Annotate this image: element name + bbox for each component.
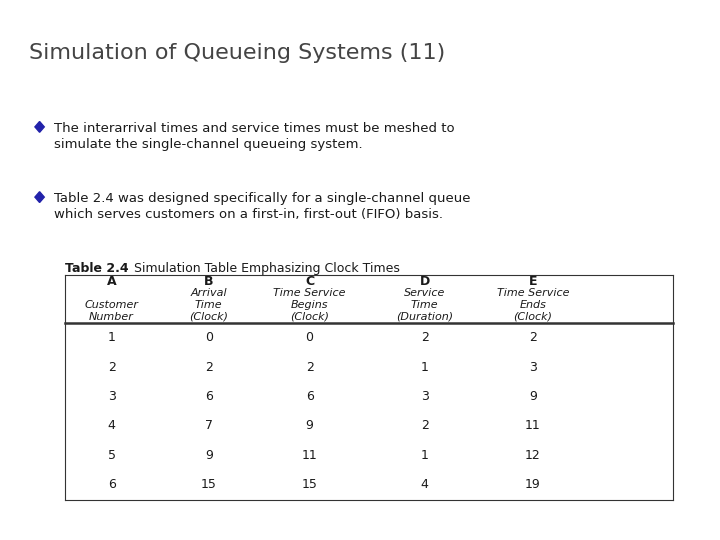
Text: 15: 15 xyxy=(302,478,318,491)
Text: 6: 6 xyxy=(306,390,313,403)
Text: 2: 2 xyxy=(421,420,428,433)
Text: simulate the single-channel queueing system.: simulate the single-channel queueing sys… xyxy=(54,138,363,151)
Text: Table 2.4 was designed specifically for a single-channel queue: Table 2.4 was designed specifically for … xyxy=(54,192,470,205)
Text: 3: 3 xyxy=(108,390,115,403)
Text: Simulation of Queueing Systems (11): Simulation of Queueing Systems (11) xyxy=(29,43,445,63)
Text: 9: 9 xyxy=(529,390,536,403)
Text: Service: Service xyxy=(404,288,446,298)
Text: (Clock): (Clock) xyxy=(189,312,228,322)
Text: Arrival: Arrival xyxy=(191,288,227,298)
Text: 0: 0 xyxy=(305,331,314,344)
Text: 11: 11 xyxy=(302,449,318,462)
Text: C: C xyxy=(305,275,314,288)
Text: The interarrival times and service times must be meshed to: The interarrival times and service times… xyxy=(54,122,454,134)
Text: 2: 2 xyxy=(529,331,536,344)
Text: 6: 6 xyxy=(205,390,212,403)
Text: (Duration): (Duration) xyxy=(396,312,454,322)
Text: 12: 12 xyxy=(525,449,541,462)
Text: Time Service: Time Service xyxy=(274,288,346,298)
Text: 4: 4 xyxy=(108,420,115,433)
Text: B: B xyxy=(204,275,214,288)
Text: 1: 1 xyxy=(108,331,115,344)
Text: 11: 11 xyxy=(525,420,541,433)
Text: 7: 7 xyxy=(204,420,213,433)
Polygon shape xyxy=(35,122,45,132)
Text: 2: 2 xyxy=(421,331,428,344)
Text: 9: 9 xyxy=(306,420,313,433)
Text: 2: 2 xyxy=(205,361,212,374)
Text: 1: 1 xyxy=(421,449,428,462)
Text: 4: 4 xyxy=(421,478,428,491)
Text: 3: 3 xyxy=(529,361,536,374)
Text: Number: Number xyxy=(89,312,134,322)
Text: Ends: Ends xyxy=(519,300,546,310)
Text: 3: 3 xyxy=(421,390,428,403)
Text: Begins: Begins xyxy=(291,300,328,310)
Text: A: A xyxy=(107,275,117,288)
Text: Simulation Table Emphasizing Clock Times: Simulation Table Emphasizing Clock Times xyxy=(126,262,400,275)
Text: Time: Time xyxy=(195,300,222,310)
Text: Time Service: Time Service xyxy=(497,288,569,298)
Text: Time: Time xyxy=(411,300,438,310)
Text: 5: 5 xyxy=(107,449,116,462)
Polygon shape xyxy=(35,192,45,202)
Text: Customer: Customer xyxy=(85,300,138,310)
Text: E: E xyxy=(528,275,537,288)
Text: D: D xyxy=(420,275,430,288)
Text: which serves customers on a first-in, first-out (FIFO) basis.: which serves customers on a first-in, fi… xyxy=(54,208,443,221)
Text: 2: 2 xyxy=(306,361,313,374)
Text: (Clock): (Clock) xyxy=(513,312,552,322)
Text: 9: 9 xyxy=(205,449,212,462)
Text: 15: 15 xyxy=(201,478,217,491)
Text: Table 2.4: Table 2.4 xyxy=(65,262,128,275)
Text: (Clock): (Clock) xyxy=(290,312,329,322)
Text: 2: 2 xyxy=(108,361,115,374)
Text: 1: 1 xyxy=(421,361,428,374)
Text: 19: 19 xyxy=(525,478,541,491)
Text: 6: 6 xyxy=(108,478,115,491)
Text: 0: 0 xyxy=(204,331,213,344)
